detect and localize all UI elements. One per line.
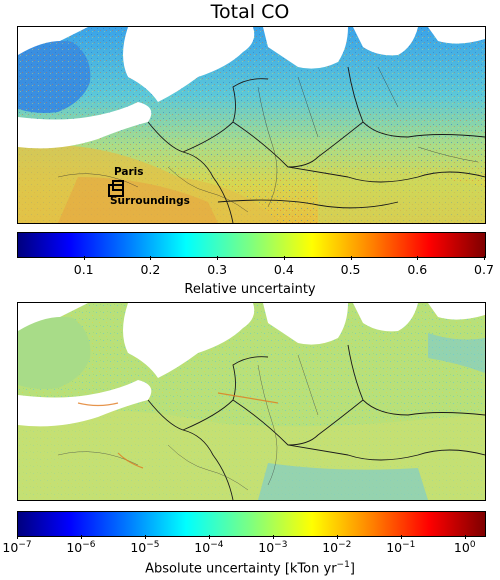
colorbar-top-tick-label: 0.5 [340, 262, 361, 277]
surroundings-label: Surroundings [110, 195, 190, 207]
paris-label: Paris [114, 166, 144, 178]
colorbar-bottom-tickmark [208, 535, 210, 539]
colorbar-bottom-ticks: 10−7 10−6 10−5 10−4 10−3 10−2 10−1 100 [2, 535, 485, 558]
colorbar-bottom-tickmark [80, 535, 82, 539]
colorbar-absolute-uncertainty [17, 511, 486, 537]
colorbar-top-tick-label: 0.1 [73, 262, 94, 277]
colorbar-bottom-label-text: Absolute uncertainty [kTon yr [145, 561, 337, 577]
colorbar-bottom-tick-label: 10−4 [194, 540, 224, 556]
colorbar-top-tickmark [83, 256, 85, 260]
colorbar-top-tick-label: 0.6 [407, 262, 428, 277]
colorbar-bottom-label-exponent: −1 [336, 560, 350, 570]
colorbar-bottom-tick-label: 10−2 [322, 540, 352, 556]
colorbar-top-tick-label: 0.4 [273, 262, 294, 277]
colorbar-top-tick-label: 0.2 [140, 262, 161, 277]
colorbar-top-ticks: 0.1 0.2 0.3 0.4 0.5 0.6 0.7 [17, 256, 494, 278]
colorbar-top-tickmark [283, 256, 285, 260]
colorbar-top-tickmark [417, 256, 419, 260]
colorbar-bottom-tickmark [400, 535, 402, 539]
colorbar-top-tickmark [484, 256, 485, 260]
colorbar-bottom-tick-label: 100 [453, 540, 476, 556]
colorbar-bottom-tickmark [272, 535, 274, 539]
colorbar-bottom-tick-label: 10−7 [2, 540, 32, 556]
colorbar-top-label: Relative uncertainty [184, 282, 316, 297]
colorbar-bottom-tick-label: 10−1 [386, 540, 416, 556]
colorbar-bottom-label: Absolute uncertainty [kTon yr−1] [0, 560, 500, 576]
colorbar-bottom-tickmark [336, 535, 338, 539]
colorbar-relative-uncertainty [17, 232, 486, 258]
colorbar-top-tickmark [150, 256, 152, 260]
colorbar-bottom-tickmark [17, 535, 18, 539]
surroundings-box [108, 184, 124, 197]
colorbar-top-tick-label: 0.3 [207, 262, 228, 277]
colorbar-top-tickmark [217, 256, 219, 260]
colorbar-bottom-tick-label: 10−5 [130, 540, 160, 556]
figure-title: Total CO [210, 1, 290, 23]
colorbar-top-tick-label: 0.7 [474, 262, 494, 277]
map-relative-uncertainty [17, 26, 486, 224]
colorbar-bottom-label-suffix: ] [349, 561, 355, 577]
colorbar-bottom-tickmark [144, 535, 146, 539]
colorbar-bottom-tickmark [464, 535, 466, 539]
colorbar-bottom-tick-label: 10−6 [66, 540, 96, 556]
colorbar-bottom-tick-label: 10−3 [258, 540, 288, 556]
colorbar-top-tickmark [350, 256, 352, 260]
map-absolute-uncertainty [17, 302, 486, 501]
